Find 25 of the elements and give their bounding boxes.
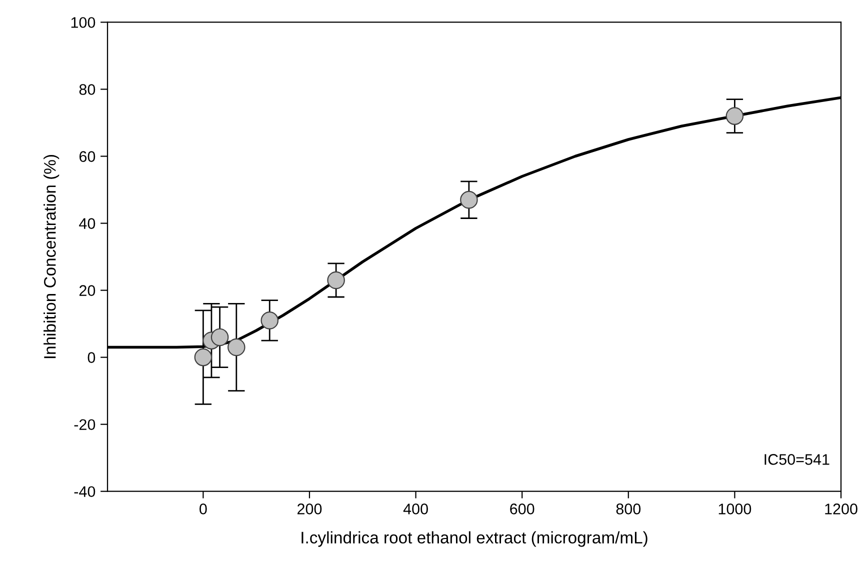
y-tick-label: 20 xyxy=(79,285,96,296)
x-tick-label: 1200 xyxy=(825,504,858,514)
y-tick-label: 0 xyxy=(88,352,96,363)
x-tick-label: 0 xyxy=(200,504,207,514)
y-tick-label: 100 xyxy=(71,17,96,28)
y-tick-label: 80 xyxy=(79,84,96,95)
x-tick-label: 200 xyxy=(298,504,322,514)
y-tick-label: -40 xyxy=(74,486,96,498)
y-axis-title: Inhibition Concentration (%) xyxy=(44,154,60,358)
x-axis-title: I.cylindrica root ethanol extract (microgram/mL) xyxy=(302,531,648,547)
point xyxy=(260,312,279,330)
x-tick-label: 600 xyxy=(510,504,534,514)
point xyxy=(194,348,212,366)
point xyxy=(327,271,345,290)
x-tick-label: 800 xyxy=(616,504,641,514)
y-tick-label: 60 xyxy=(79,151,96,162)
annotation: IC50=541 xyxy=(764,454,830,465)
point xyxy=(460,190,478,209)
x-tick-label: 400 xyxy=(403,504,428,514)
point xyxy=(210,328,229,346)
x-tick-label: 1000 xyxy=(718,504,752,514)
y-tick-label: 40 xyxy=(79,218,96,229)
y-tick-label: -20 xyxy=(74,419,96,430)
point xyxy=(228,338,246,356)
point xyxy=(726,107,744,125)
